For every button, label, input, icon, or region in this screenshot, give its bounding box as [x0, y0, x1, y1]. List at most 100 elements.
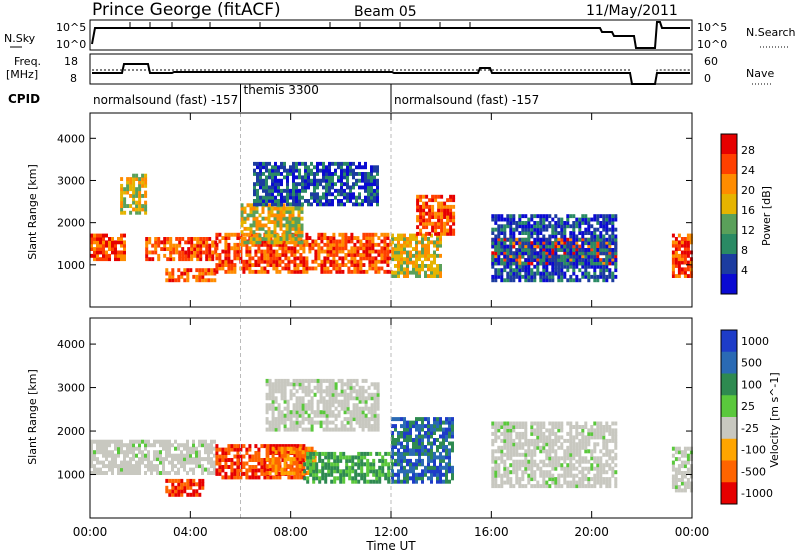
data-cell — [195, 274, 199, 279]
data-cell — [295, 471, 299, 475]
data-cell — [418, 427, 421, 432]
data-cell — [307, 385, 311, 390]
data-cell — [123, 240, 126, 245]
data-cell — [249, 226, 253, 231]
data-cell — [548, 237, 552, 242]
data-cell — [596, 214, 600, 219]
data-cell — [304, 175, 307, 180]
data-cell — [446, 204, 450, 209]
data-cell — [500, 278, 504, 283]
data-cell — [153, 443, 156, 448]
data-cell — [305, 269, 309, 274]
data-cell — [267, 220, 271, 224]
data-cell — [321, 451, 325, 456]
data-cell — [494, 244, 498, 249]
data-cell — [506, 449, 510, 454]
data-cell — [605, 438, 609, 443]
data-cell — [443, 215, 447, 219]
data-cell — [215, 263, 219, 267]
data-cell — [350, 249, 354, 254]
data-cell — [584, 445, 588, 450]
data-cell — [340, 382, 344, 387]
data-cell — [356, 269, 360, 274]
data-cell — [689, 464, 693, 469]
data-cell — [278, 444, 282, 449]
data-cell — [593, 278, 597, 283]
data-cell — [397, 257, 400, 262]
data-cell — [165, 453, 168, 458]
data-cell — [557, 456, 561, 461]
data-cell — [319, 410, 323, 415]
data-cell — [671, 267, 675, 272]
data-cell — [680, 471, 684, 475]
data-cell — [266, 468, 270, 473]
data-cell — [370, 195, 373, 200]
data-cell — [289, 392, 293, 397]
data-cell — [144, 200, 148, 205]
data-cell — [305, 263, 309, 267]
data-cell — [308, 242, 312, 247]
data-cell — [265, 168, 268, 173]
data-cell — [373, 413, 377, 418]
data-cell — [319, 161, 322, 166]
data-cell — [383, 269, 387, 274]
data-cell — [365, 236, 369, 240]
data-cell — [227, 269, 231, 274]
data-cell — [153, 450, 156, 455]
data-cell — [90, 237, 93, 241]
data-cell — [281, 458, 285, 462]
data-cell — [421, 448, 424, 453]
data-cell — [184, 253, 188, 258]
data-cell — [96, 240, 99, 245]
data-cell — [503, 466, 507, 471]
data-cell — [316, 403, 320, 408]
data-cell — [349, 389, 353, 394]
data-cell — [394, 417, 397, 422]
data-cell — [512, 445, 516, 450]
data-cell — [120, 204, 124, 208]
data-cell — [332, 249, 336, 254]
data-cell — [296, 475, 300, 480]
data-cell — [304, 178, 307, 183]
data-cell — [108, 253, 111, 258]
data-cell — [364, 175, 367, 180]
data-cell — [353, 263, 357, 267]
data-cell — [325, 185, 328, 190]
data-cell — [536, 221, 540, 225]
data-cell — [530, 248, 534, 252]
data-cell — [352, 192, 355, 197]
data-cell — [340, 161, 343, 166]
data-cell — [403, 417, 406, 422]
data-cell — [358, 165, 361, 170]
data-cell — [358, 195, 361, 200]
data-cell — [599, 234, 603, 239]
data-cell — [397, 233, 400, 238]
data-cell — [198, 450, 201, 455]
data-cell — [117, 253, 120, 258]
data-cell — [418, 448, 421, 453]
data-cell — [527, 254, 531, 259]
data-cell — [342, 451, 346, 456]
data-cell — [304, 165, 307, 170]
data-cell — [289, 165, 292, 170]
data-cell — [581, 258, 585, 262]
data-cell — [436, 448, 439, 453]
data-cell — [380, 256, 384, 261]
data-cell — [686, 471, 690, 475]
data-cell — [578, 477, 582, 482]
data-cell — [302, 447, 306, 452]
data-cell — [572, 248, 576, 252]
data-cell — [259, 199, 262, 203]
data-cell — [689, 264, 693, 268]
data-cell — [500, 224, 504, 229]
data-cell — [274, 175, 277, 180]
data-cell — [515, 264, 519, 269]
data-cell — [415, 438, 418, 442]
data-cell — [602, 224, 606, 229]
data-cell — [367, 392, 371, 397]
data-cell — [683, 485, 687, 489]
data-cell — [542, 435, 546, 440]
data-cell — [539, 241, 543, 246]
data-cell — [569, 224, 573, 229]
data-cell — [282, 213, 286, 218]
